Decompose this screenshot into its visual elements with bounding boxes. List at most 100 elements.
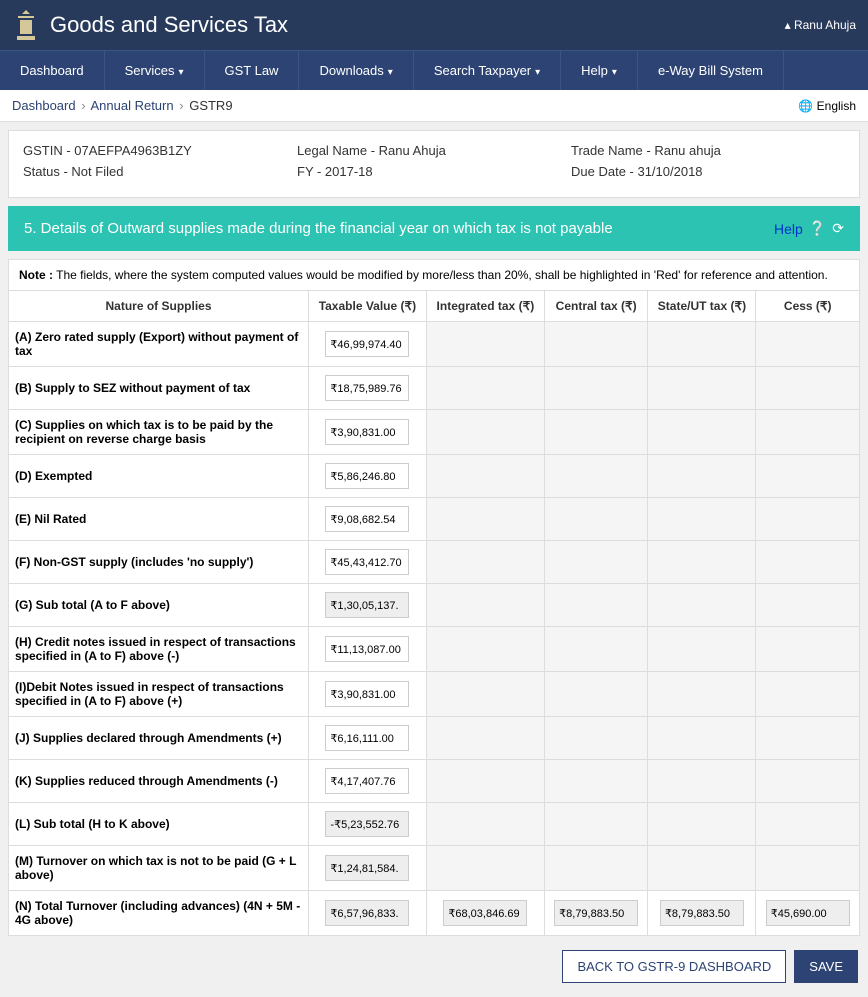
note-label: Note : [19,268,53,282]
row-l-cess [756,803,860,846]
row-l-cgst [544,803,647,846]
row-e-label: (E) Nil Rated [9,498,309,541]
row-d-taxable[interactable] [325,463,409,489]
button-bar: BACK TO GSTR-9 DASHBOARD SAVE [0,936,868,997]
row-f-sgst [648,541,756,584]
row-k-cgst [544,760,647,803]
info-fy: FY - 2017-18 [297,164,571,179]
info-trade-name: Trade Name - Ranu ahuja [571,143,845,158]
breadcrumb-sep: › [179,98,183,113]
row-f-igst [426,541,544,584]
row-k-taxable[interactable] [325,768,409,794]
row-i-igst [426,672,544,717]
row-b-cess [756,367,860,410]
breadcrumb-bar: Dashboard › Annual Return › GSTR9 🌐 Engl… [0,90,868,122]
nav-gstlaw[interactable]: GST Law [205,51,300,90]
table-row: (C) Supplies on which tax is to be paid … [9,410,860,455]
section-title: 5. Details of Outward supplies made duri… [24,220,613,237]
refresh-icon[interactable]: ⟳ [832,220,844,237]
user-menu[interactable]: ▴ Ranu Ahuja [785,18,856,32]
row-m-sgst [648,846,756,891]
nav-dashboard-label: Dashboard [20,63,84,78]
row-j-taxable[interactable] [325,725,409,751]
row-a-label: (A) Zero rated supply (Export) without p… [9,322,309,367]
row-k-igst [426,760,544,803]
nav-search-taxpayer[interactable]: Search Taxpayer▾ [414,51,561,90]
row-n-label: (N) Total Turnover (including advances) … [9,891,309,936]
row-d-label: (D) Exempted [9,455,309,498]
top-header: Goods and Services Tax ▴ Ranu Ahuja [0,0,868,50]
row-f-cgst [544,541,647,584]
table-row: (N) Total Turnover (including advances) … [9,891,860,936]
back-to-dashboard-button[interactable]: BACK TO GSTR-9 DASHBOARD [562,950,786,983]
globe-icon: 🌐 [798,99,813,113]
row-n-taxable [325,900,409,926]
row-k-sgst [648,760,756,803]
row-h-taxable[interactable] [325,636,409,662]
nav-dashboard[interactable]: Dashboard [0,51,105,90]
row-i-cgst [544,672,647,717]
row-a-taxable[interactable] [325,331,409,357]
site-title: Goods and Services Tax [50,12,288,38]
row-a-cess [756,322,860,367]
row-c-taxable[interactable] [325,419,409,445]
row-k-label: (K) Supplies reduced through Amendments … [9,760,309,803]
row-m-cess [756,846,860,891]
user-icon: ▴ [785,18,791,32]
row-i-taxable[interactable] [325,681,409,707]
question-circle-icon[interactable]: ❔ [809,220,826,237]
row-m-taxable [325,855,409,881]
row-b-cgst [544,367,647,410]
nav-search-label: Search Taxpayer [434,63,531,78]
nav-help[interactable]: Help▾ [561,51,638,90]
row-a-sgst [648,322,756,367]
row-e-cess [756,498,860,541]
nav-eway-label: e-Way Bill System [658,63,763,78]
info-due-date: Due Date - 31/10/2018 [571,164,845,179]
breadcrumb-annual-return[interactable]: Annual Return [90,98,173,113]
row-g-igst [426,584,544,627]
row-k-cess [756,760,860,803]
gov-emblem-icon [12,8,40,42]
row-j-cess [756,717,860,760]
row-l-igst [426,803,544,846]
table-row: (I)Debit Notes issued in respect of tran… [9,672,860,717]
row-i-label: (I)Debit Notes issued in respect of tran… [9,672,309,717]
section-help-area: Help ❔ ⟳ [774,220,844,237]
breadcrumb-dashboard[interactable]: Dashboard [12,98,76,113]
row-e-taxable[interactable] [325,506,409,532]
row-j-cgst [544,717,647,760]
nav-services-label: Services [125,63,175,78]
row-c-sgst [648,410,756,455]
table-row: (E) Nil Rated [9,498,860,541]
nav-services[interactable]: Services▾ [105,51,205,90]
row-l-label: (L) Sub total (H to K above) [9,803,309,846]
table-row: (G) Sub total (A to F above) [9,584,860,627]
table-row: (B) Supply to SEZ without payment of tax [9,367,860,410]
nav-downloads-label: Downloads [319,63,383,78]
row-h-igst [426,627,544,672]
row-j-sgst [648,717,756,760]
row-g-sgst [648,584,756,627]
language-label: English [817,99,856,113]
breadcrumb-current: GSTR9 [189,98,232,113]
row-h-sgst [648,627,756,672]
row-c-cgst [544,410,647,455]
row-l-sgst [648,803,756,846]
row-b-taxable[interactable] [325,375,409,401]
save-button[interactable]: SAVE [794,950,858,983]
row-d-cess [756,455,860,498]
supplies-table: Nature of Supplies Taxable Value (₹) Int… [8,290,860,936]
row-b-igst [426,367,544,410]
row-i-sgst [648,672,756,717]
nav-downloads[interactable]: Downloads▾ [299,51,413,90]
help-link[interactable]: Help [774,221,803,237]
row-g-cess [756,584,860,627]
row-f-taxable[interactable] [325,549,409,575]
language-selector[interactable]: 🌐 English [798,99,856,113]
row-d-cgst [544,455,647,498]
row-h-cess [756,627,860,672]
nav-eway[interactable]: e-Way Bill System [638,51,784,90]
row-l-taxable [325,811,409,837]
row-e-igst [426,498,544,541]
